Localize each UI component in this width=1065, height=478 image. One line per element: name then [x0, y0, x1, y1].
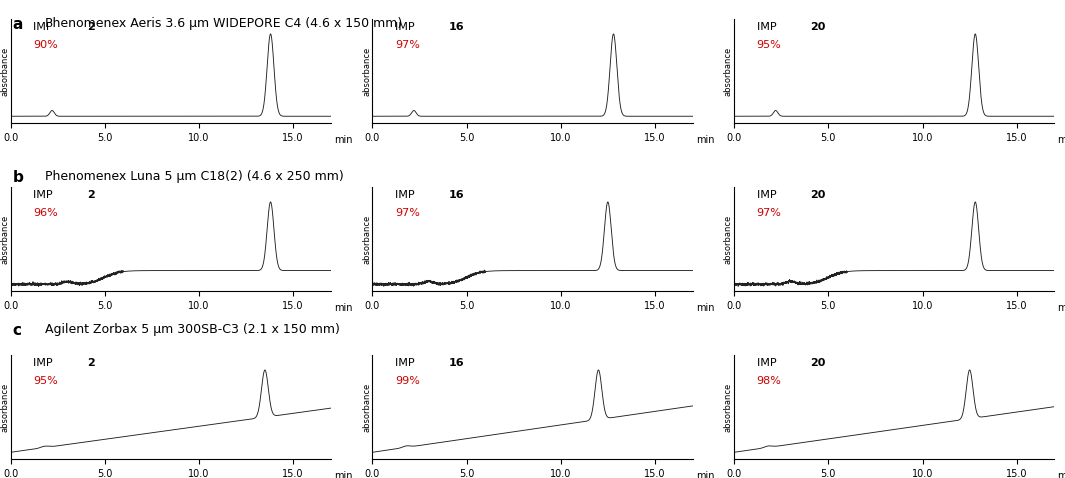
Text: Phenomenex Luna 5 μm C18(2) (4.6 x 250 mm): Phenomenex Luna 5 μm C18(2) (4.6 x 250 m… [45, 170, 344, 183]
Y-axis label: absorbance: absorbance [724, 214, 733, 264]
Text: Phenomenex Aeris 3.6 μm WIDEPORE C4 (4.6 x 150 mm): Phenomenex Aeris 3.6 μm WIDEPORE C4 (4.6… [45, 17, 402, 30]
Text: 97%: 97% [756, 208, 782, 218]
Text: IMP: IMP [395, 190, 417, 200]
Y-axis label: absorbance: absorbance [0, 382, 10, 432]
Text: min: min [695, 471, 715, 478]
Text: min: min [1058, 471, 1065, 478]
Text: min: min [695, 304, 715, 313]
Text: Agilent Zorbax 5 μm 300SB-C3 (2.1 x 150 mm): Agilent Zorbax 5 μm 300SB-C3 (2.1 x 150 … [45, 323, 340, 336]
Text: 2: 2 [87, 358, 95, 368]
Text: min: min [1058, 304, 1065, 313]
Text: 90%: 90% [33, 40, 58, 50]
Text: 2: 2 [87, 190, 95, 200]
Text: 20: 20 [810, 358, 825, 368]
Text: 97%: 97% [395, 208, 420, 218]
Text: 99%: 99% [395, 376, 420, 386]
Text: IMP: IMP [33, 358, 56, 368]
Text: b: b [13, 170, 23, 185]
Text: IMP: IMP [33, 22, 56, 32]
Y-axis label: absorbance: absorbance [362, 46, 371, 96]
Text: IMP: IMP [756, 22, 780, 32]
Text: 95%: 95% [756, 40, 782, 50]
Text: 95%: 95% [33, 376, 58, 386]
Text: min: min [695, 135, 715, 145]
Y-axis label: absorbance: absorbance [0, 214, 10, 264]
Text: 16: 16 [448, 358, 464, 368]
Text: IMP: IMP [756, 190, 780, 200]
Text: min: min [334, 304, 353, 313]
Text: IMP: IMP [395, 22, 417, 32]
Y-axis label: absorbance: absorbance [362, 214, 371, 264]
Text: min: min [334, 471, 353, 478]
Text: 97%: 97% [395, 40, 420, 50]
Text: IMP: IMP [395, 358, 417, 368]
Y-axis label: absorbance: absorbance [724, 382, 733, 432]
Text: 20: 20 [810, 190, 825, 200]
Text: min: min [334, 135, 353, 145]
Y-axis label: absorbance: absorbance [362, 382, 371, 432]
Text: IMP: IMP [756, 358, 780, 368]
Y-axis label: absorbance: absorbance [0, 46, 10, 96]
Y-axis label: absorbance: absorbance [724, 46, 733, 96]
Text: a: a [13, 17, 23, 32]
Text: 2: 2 [87, 22, 95, 32]
Text: 98%: 98% [756, 376, 782, 386]
Text: min: min [1058, 135, 1065, 145]
Text: c: c [13, 323, 21, 337]
Text: 16: 16 [448, 190, 464, 200]
Text: IMP: IMP [33, 190, 56, 200]
Text: 20: 20 [810, 22, 825, 32]
Text: 96%: 96% [33, 208, 58, 218]
Text: 16: 16 [448, 22, 464, 32]
